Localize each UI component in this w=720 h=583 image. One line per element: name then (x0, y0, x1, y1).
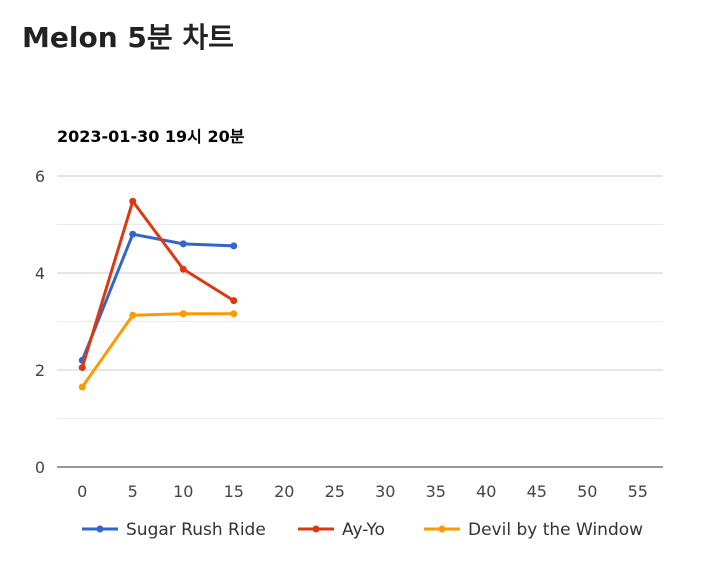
x-tick-label: 15 (224, 482, 244, 501)
y-tick-label: 2 (35, 361, 45, 380)
x-tick-label: 5 (128, 482, 138, 501)
y-axis-ticks: 0 2 4 6 (35, 167, 45, 477)
series-line (80, 312, 236, 389)
x-axis-ticks: 0 5 10 15 20 25 30 35 40 45 50 55 (77, 482, 648, 501)
x-tick-label: 35 (426, 482, 446, 501)
page-title: Melon 5분 차트 (22, 21, 234, 54)
series-group (78, 310, 238, 391)
legend-swatch-point (96, 525, 104, 533)
chart-title: 2023-01-30 19시 20분 (57, 127, 245, 146)
legend-entry[interactable]: Ay-Yo (298, 520, 385, 540)
x-tick-label: 10 (173, 482, 193, 501)
series-group (78, 197, 238, 372)
series-line (80, 232, 236, 362)
x-tick-label: 50 (577, 482, 597, 501)
series-line (80, 199, 236, 370)
x-tick-label: 0 (77, 482, 87, 501)
x-tick-label: 55 (628, 482, 648, 501)
data-point[interactable] (179, 310, 187, 318)
y-tick-label: 4 (35, 264, 45, 283)
data-point[interactable] (230, 242, 238, 250)
x-tick-label: 25 (325, 482, 345, 501)
data-point[interactable] (230, 310, 238, 318)
x-tick-label: 30 (375, 482, 395, 501)
data-point[interactable] (129, 197, 137, 205)
y-tick-label: 0 (35, 458, 45, 477)
x-tick-label: 20 (274, 482, 294, 501)
x-tick-label: 45 (527, 482, 547, 501)
series-lines (78, 197, 238, 391)
data-point[interactable] (129, 311, 137, 319)
data-point[interactable] (230, 297, 238, 305)
legend-label: Sugar Rush Ride (126, 520, 266, 540)
legend: Sugar Rush Ride Ay-Yo Devil by the Window (82, 520, 643, 540)
data-point[interactable] (78, 364, 86, 372)
legend-label: Devil by the Window (468, 520, 643, 540)
x-tick-label: 40 (476, 482, 496, 501)
data-point[interactable] (129, 230, 137, 238)
legend-entry[interactable]: Sugar Rush Ride (82, 520, 266, 540)
data-point[interactable] (179, 265, 187, 273)
data-point[interactable] (179, 240, 187, 248)
gridlines (57, 175, 663, 468)
y-tick-label: 6 (35, 167, 45, 186)
legend-entry[interactable]: Devil by the Window (424, 520, 643, 540)
legend-swatch-point (312, 525, 320, 533)
legend-swatch-point (438, 525, 446, 533)
data-point[interactable] (78, 383, 86, 391)
legend-label: Ay-Yo (342, 520, 385, 540)
